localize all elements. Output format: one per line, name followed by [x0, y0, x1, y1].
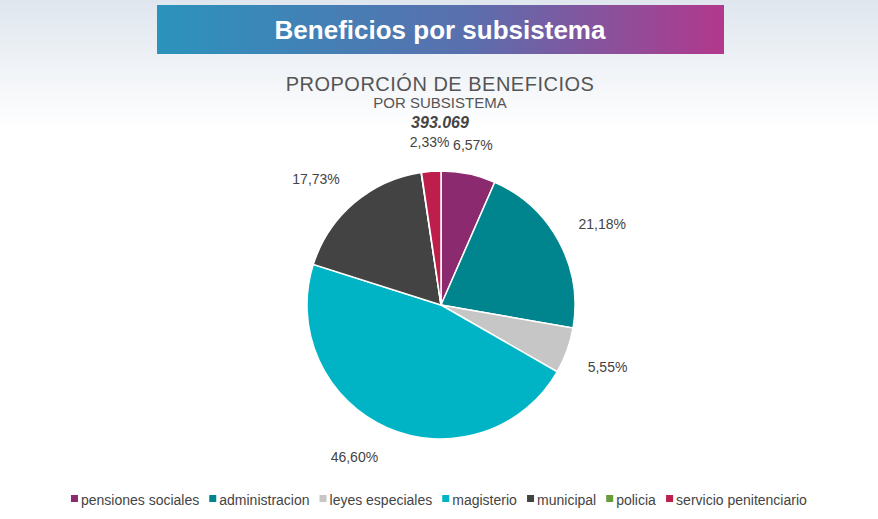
legend-swatch — [606, 495, 613, 502]
legend-label: administracion — [219, 492, 309, 508]
background-fade — [0, 0, 878, 130]
banner — [157, 5, 724, 54]
data-label: 21,18% — [578, 216, 625, 232]
pie-slice — [441, 182, 575, 328]
legend-label: servicio penitenciario — [676, 492, 807, 508]
data-label: 2,33% — [410, 134, 450, 150]
pie — [307, 171, 575, 439]
legend-label: leyes especiales — [330, 492, 433, 508]
legend-label: policia — [616, 492, 656, 508]
legend-swatch — [320, 495, 327, 502]
data-label: 5,55% — [588, 359, 628, 375]
legend-label: pensiones sociales — [81, 492, 199, 508]
data-label: 6,57% — [453, 137, 493, 153]
pie-slice — [421, 171, 441, 305]
chart-title: PROPORCIÓN DE BENEFICIOS — [286, 73, 595, 95]
legend-swatch — [209, 495, 216, 502]
background — [0, 0, 878, 519]
legend-swatch — [666, 495, 673, 502]
legend: pensiones sociales administracion leyes es… — [71, 492, 807, 508]
chart: Beneficios por subsistema PROPORCIÓN DE B… — [0, 0, 878, 519]
chart-subtitle: POR SUBSISTEMA — [373, 94, 506, 111]
legend-swatch — [527, 495, 534, 502]
chart-total: 393.069 — [411, 114, 469, 131]
legend-label: magisterio — [452, 492, 517, 508]
legend-swatch — [442, 495, 449, 502]
data-label: 17,73% — [292, 171, 339, 187]
legend-label: municipal — [537, 492, 596, 508]
legend-swatch — [71, 495, 78, 502]
banner-title: Beneficios por subsistema — [275, 15, 606, 45]
data-label: 46,60% — [331, 449, 378, 465]
pie-slice — [313, 172, 441, 305]
